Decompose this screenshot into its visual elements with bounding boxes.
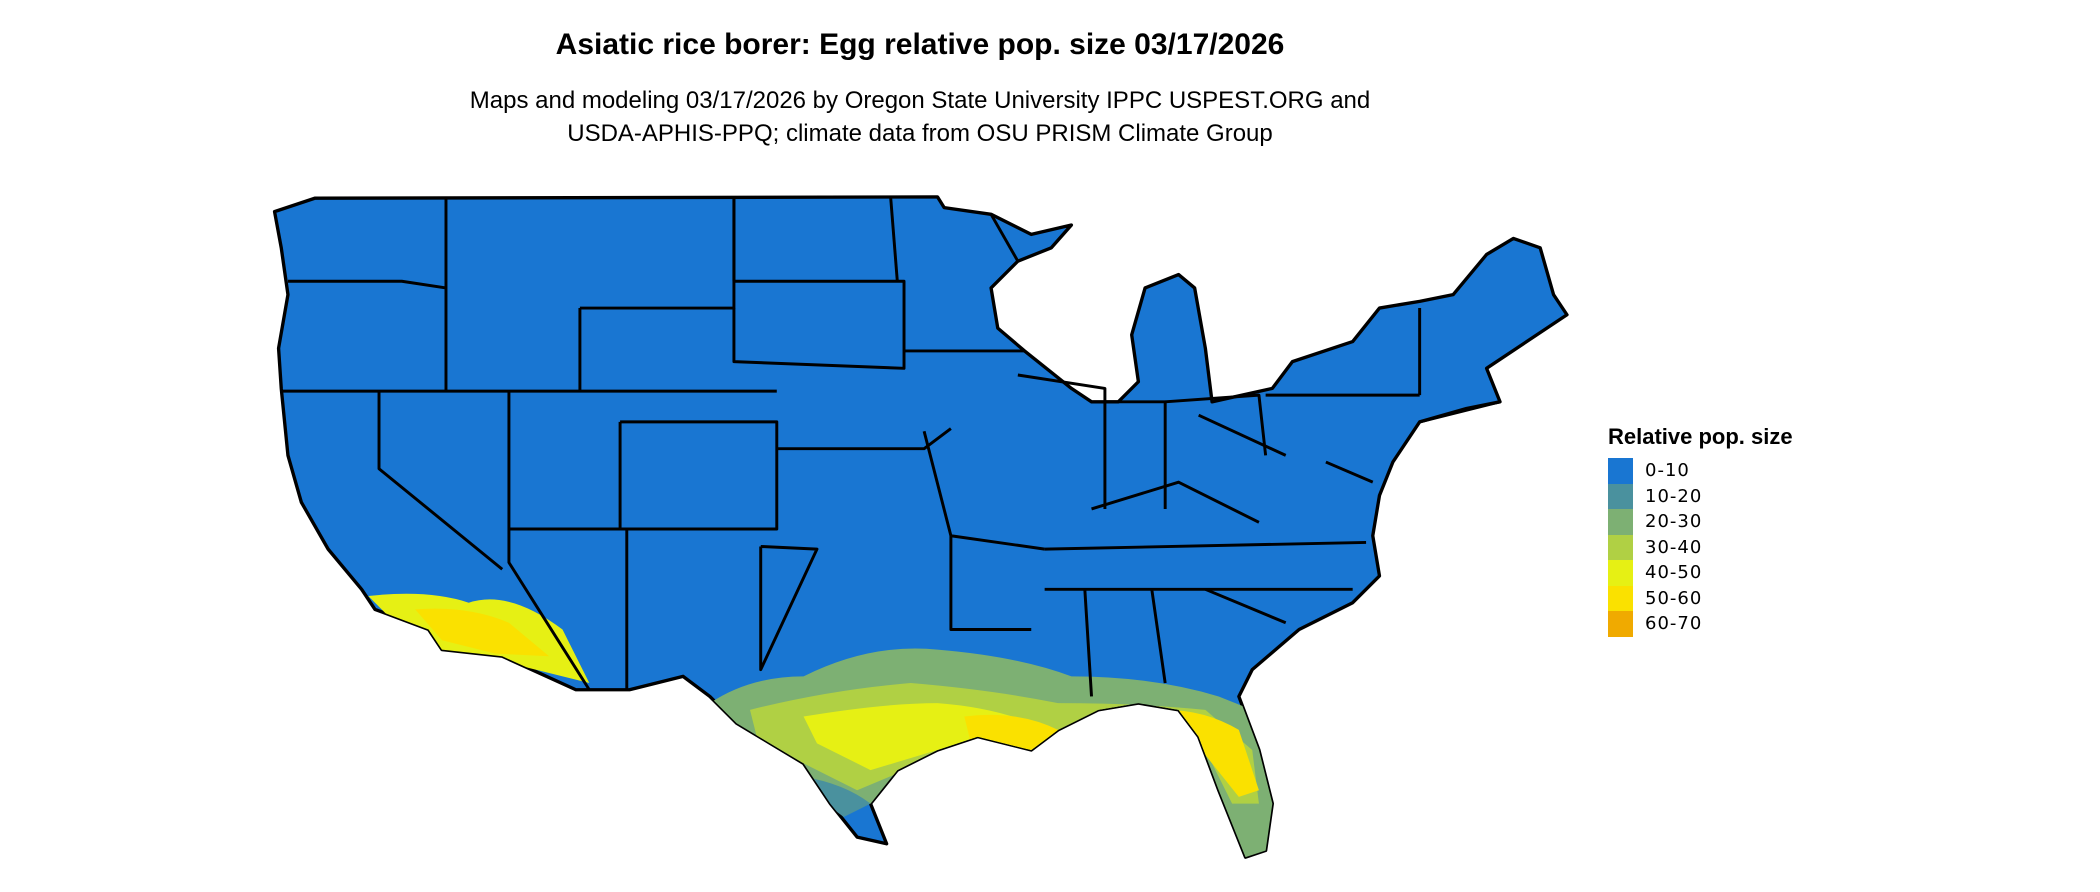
state-border — [1017, 373, 1107, 509]
subtitle-line: USDA-APHIS-PPQ; climate data from OSU PR… — [567, 120, 1273, 147]
state-border — [922, 430, 1045, 551]
legend-label: 20-30 — [1645, 511, 1703, 533]
legend-label: 60-70 — [1645, 613, 1703, 635]
legend: Relative pop. size 0-10 10-20 20-30 30-40 40… — [1608, 424, 1793, 637]
heat-region-southwest-core — [415, 608, 550, 657]
state-border — [1204, 587, 1287, 625]
state-borders — [281, 196, 1501, 697]
state-border — [759, 544, 819, 672]
map-subtitle: Maps and modeling 03/17/2026 by Oregon S… — [0, 84, 1840, 150]
legend-label: 40-50 — [1645, 562, 1703, 584]
legend-item: 30-40 — [1608, 534, 1793, 560]
state-border — [1044, 540, 1367, 551]
legend-item: 20-30 — [1608, 509, 1793, 535]
state-border — [1150, 589, 1167, 684]
legend-swatch — [1608, 534, 1633, 560]
state-border — [1198, 413, 1287, 457]
legend-label: 50-60 — [1645, 587, 1703, 609]
legend-label: 0-10 — [1645, 460, 1690, 482]
legend-label: 30-40 — [1645, 536, 1703, 558]
state-border — [989, 213, 1020, 262]
state-border — [287, 279, 447, 290]
state-border — [1083, 589, 1093, 697]
state-border — [732, 279, 906, 370]
state-border — [1325, 460, 1374, 484]
state-border — [1419, 400, 1501, 424]
heat-region-south-texas — [803, 776, 871, 817]
legend-label: 10-20 — [1645, 485, 1703, 507]
legend-item: 50-60 — [1608, 585, 1793, 611]
legend-swatch — [1608, 560, 1633, 586]
legend-item: 40-50 — [1608, 560, 1793, 586]
legend-swatch — [1608, 611, 1633, 637]
state-border — [889, 196, 899, 282]
subtitle-line: Maps and modeling 03/17/2026 by Oregon S… — [469, 87, 1371, 114]
state-border — [507, 391, 591, 691]
state-border — [377, 391, 504, 571]
map-title: Asiatic rice borer: Egg relative pop. si… — [555, 28, 1285, 61]
state-border — [776, 427, 952, 451]
legend-title: Relative pop. size — [1608, 424, 1793, 449]
state-border — [1091, 480, 1260, 524]
state-border — [1165, 393, 1268, 456]
us-outline — [272, 195, 1569, 859]
legend-item: 10-20 — [1608, 483, 1793, 509]
legend-swatch — [1608, 509, 1633, 535]
legend-swatch — [1608, 483, 1633, 509]
legend-swatch — [1608, 585, 1633, 611]
state-border — [949, 535, 1032, 631]
legend-swatch — [1608, 458, 1633, 484]
legend-item: 60-70 — [1608, 611, 1793, 637]
legend-item: 0-10 — [1608, 458, 1793, 484]
